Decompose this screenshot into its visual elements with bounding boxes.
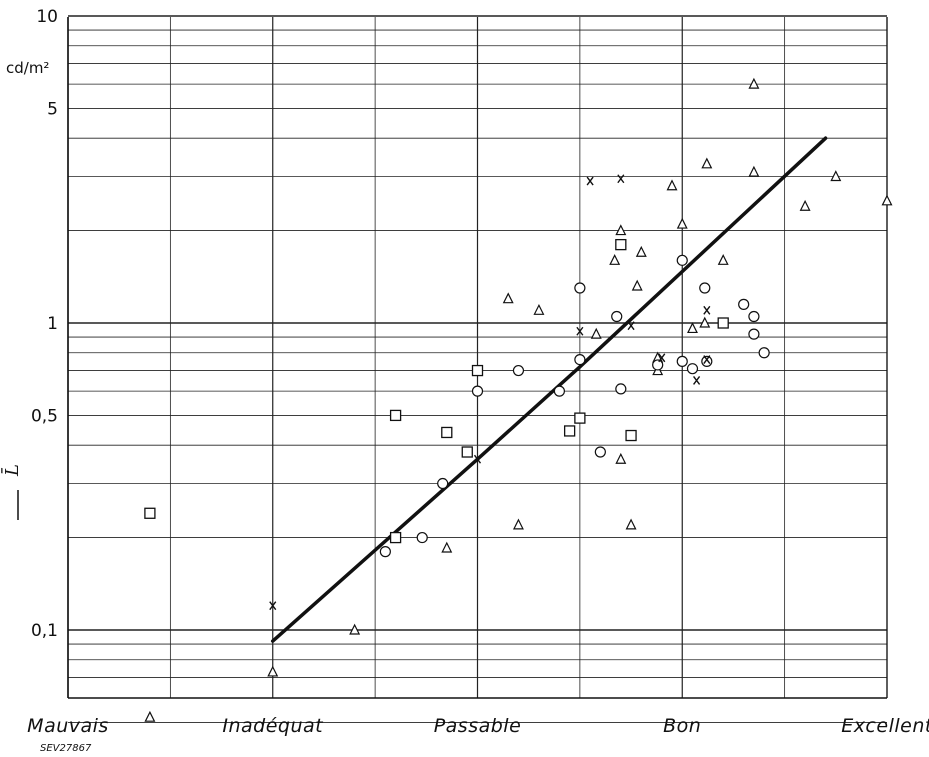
triangle-point	[676, 217, 688, 229]
circle-point	[701, 355, 713, 367]
chart-axes	[67, 17, 888, 699]
trend-line-group	[271, 136, 828, 643]
circle-point	[553, 385, 566, 397]
circle-point	[758, 347, 770, 359]
cross-point	[703, 355, 711, 365]
y-tick-label: 10	[36, 7, 58, 27]
x-category-label: Bon	[663, 715, 701, 737]
reference-code: SEV27867	[40, 743, 92, 754]
x-category-label: Passable	[434, 715, 522, 737]
circle-point	[471, 385, 484, 397]
data-points	[144, 77, 893, 722]
triangle-point	[701, 157, 713, 169]
square-point	[389, 531, 402, 544]
circle-point	[676, 254, 688, 266]
triangle-point	[635, 245, 647, 257]
circle-point	[748, 328, 760, 340]
cross-point	[617, 174, 625, 184]
triangle-point	[631, 279, 643, 291]
y-tick-label: 5	[47, 99, 58, 119]
y-tick-label: 0,1	[31, 621, 58, 641]
triangle-point	[441, 541, 453, 553]
triangle-point	[609, 253, 621, 265]
square-point	[144, 507, 156, 519]
circle-point	[738, 298, 750, 310]
square-point	[461, 446, 473, 458]
x-category-label: Excellent	[841, 715, 929, 737]
triangle-point	[748, 165, 760, 177]
y-tick-labels: 10 5 1 0,5 0,1	[31, 7, 58, 641]
triangle-point	[699, 316, 711, 328]
cross-point	[658, 353, 666, 363]
square-point	[441, 426, 453, 439]
trend-line	[271, 136, 828, 643]
square-point	[389, 409, 402, 422]
cross-point	[627, 321, 635, 331]
triangle-point	[349, 623, 361, 635]
x-category-label: Inadéquat	[222, 715, 324, 737]
square-point	[615, 238, 627, 251]
circle-point	[379, 546, 391, 558]
triangle-point	[615, 224, 627, 236]
square-point	[717, 317, 729, 329]
triangle-point	[799, 199, 811, 211]
square-point	[563, 425, 576, 437]
cross-point	[586, 176, 594, 186]
cross-point	[693, 376, 701, 385]
circle-point	[686, 363, 699, 375]
triangle-point	[267, 665, 279, 677]
triangle-point	[512, 518, 524, 530]
y-axis-label: L̄	[0, 464, 23, 477]
cross-point	[473, 454, 482, 464]
circle-point	[611, 310, 623, 323]
square-point	[574, 412, 586, 424]
cross-point	[703, 305, 711, 315]
triangle-point	[717, 253, 729, 265]
triangle-point	[666, 179, 678, 191]
square-point	[471, 364, 484, 377]
triangle-point	[687, 322, 698, 334]
circle-point	[574, 353, 586, 366]
triangle-point	[533, 303, 545, 315]
circle-point	[437, 477, 449, 490]
triangle-point	[615, 452, 627, 464]
x-category-labels: Mauvais Inadéquat Passable Bon Excellent	[27, 715, 929, 737]
x-category-label: Mauvais	[27, 715, 109, 737]
circle-point	[652, 359, 664, 371]
y-unit-label: cd/m²	[6, 59, 49, 77]
square-point	[625, 429, 637, 442]
cross-point	[576, 326, 584, 336]
y-tick-label: 1	[47, 314, 58, 334]
circle-point	[574, 282, 586, 294]
circle-point	[676, 355, 688, 367]
circle-point	[594, 446, 606, 458]
circle-point	[699, 282, 711, 294]
triangle-point	[144, 710, 156, 722]
circle-point	[512, 364, 525, 377]
circle-point	[416, 531, 428, 544]
y-tick-label: 0,5	[31, 406, 58, 426]
cross-point	[269, 601, 277, 611]
triangle-point	[830, 170, 842, 182]
triangle-point	[502, 292, 514, 304]
triangle-point	[590, 327, 602, 339]
triangle-point	[881, 194, 893, 206]
circle-point	[615, 383, 627, 395]
triangle-point	[748, 77, 760, 89]
triangle-point	[625, 518, 637, 530]
circle-point	[748, 310, 760, 323]
